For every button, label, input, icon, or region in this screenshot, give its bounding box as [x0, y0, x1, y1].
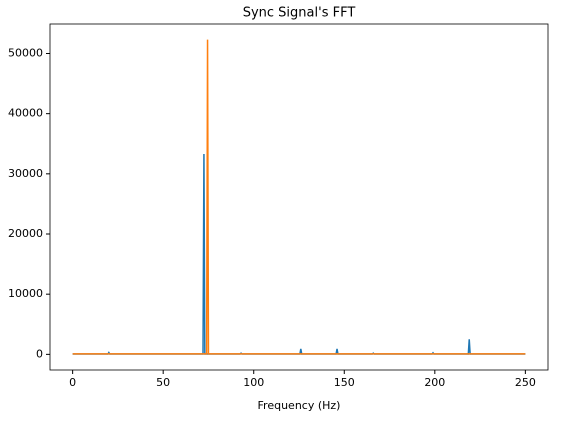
y-tick-label: 0 — [36, 347, 43, 360]
x-tick-label: 250 — [515, 376, 536, 389]
series-line — [72, 39, 526, 355]
x-tick-label: 50 — [156, 376, 170, 389]
series-line — [72, 153, 526, 355]
y-tick-label: 30000 — [8, 167, 43, 180]
y-tick-label: 40000 — [8, 107, 43, 120]
x-tick-label: 100 — [243, 376, 264, 389]
x-axis-label: Frequency (Hz) — [258, 399, 341, 412]
plot-frame — [49, 23, 549, 371]
y-tick-label: 20000 — [8, 227, 43, 240]
chart-title: Sync Signal's FFT — [243, 6, 356, 21]
x-tick-label: 150 — [334, 376, 355, 389]
x-tick-label: 200 — [424, 376, 445, 389]
y-tick-label: 10000 — [8, 287, 43, 300]
x-tick-label: 0 — [69, 376, 76, 389]
y-tick-label: 50000 — [8, 46, 43, 59]
